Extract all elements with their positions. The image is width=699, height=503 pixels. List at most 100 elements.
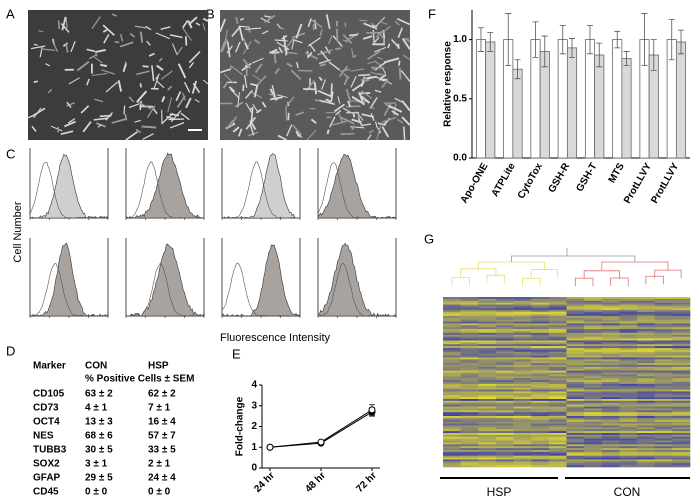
heatmap-cell [672, 308, 691, 311]
heatmap-cell [495, 448, 514, 451]
heatmap-cell [566, 400, 585, 404]
cell [141, 125, 157, 129]
heatmap-cell [495, 412, 514, 415]
heatmap-cell [495, 465, 514, 468]
heatmap-cell [566, 334, 585, 337]
heatmap-cell [548, 312, 567, 315]
heatmap-cell [584, 385, 603, 388]
cell [328, 35, 333, 45]
heatmap-cell [443, 448, 461, 451]
heatmap-cell [495, 457, 514, 460]
cell [281, 34, 288, 40]
heatmap-cell [531, 334, 550, 337]
heatmap-cell [637, 340, 656, 343]
heatmap-cell [672, 351, 691, 354]
heatmap-cell [637, 463, 656, 466]
heatmap-cell [637, 465, 656, 468]
heatmap-cell [478, 431, 497, 434]
heatmap-cell [601, 361, 620, 364]
heatmap-cell [460, 382, 479, 385]
cell [260, 17, 270, 24]
dendrogram [530, 269, 559, 278]
y-tick-label: 3 [251, 400, 257, 411]
cell [285, 105, 288, 121]
heatmap-cell [619, 393, 638, 396]
heatmap-cell [531, 431, 550, 434]
heatmap-cell [548, 351, 567, 354]
y-tick-label: 4 [251, 380, 257, 391]
heatmap-cell [654, 300, 673, 303]
heatmap-cell [654, 416, 673, 419]
heatmap-cell [601, 463, 620, 466]
heatmap-cell [478, 446, 497, 449]
heatmap-cell [654, 434, 673, 438]
heatmap-cell [637, 306, 656, 309]
cell [253, 38, 261, 45]
heatmap-cell [654, 412, 673, 415]
cell [142, 133, 154, 140]
heatmap-cell [619, 448, 638, 451]
table-cell: 33 ± 5 [148, 445, 176, 456]
panel-label: E [232, 346, 241, 361]
flow-x-label: Fluorescence Intensity [220, 332, 331, 344]
heatmap-cell [478, 380, 497, 383]
heatmap-cell [460, 353, 479, 356]
heatmap-cell [460, 376, 479, 379]
heatmap-cell [513, 331, 532, 334]
heatmap-cell [672, 359, 691, 362]
heatmap-cell [443, 382, 461, 385]
heatmap-cell [601, 368, 620, 371]
heatmap-cell [460, 412, 479, 415]
cell [342, 107, 352, 114]
heatmap-cell [566, 397, 585, 400]
heatmap-cell [443, 453, 461, 456]
heatmap-cell [548, 425, 567, 428]
heatmap-cell [619, 376, 638, 379]
cell [124, 113, 128, 121]
cell [119, 33, 124, 42]
cell [92, 55, 103, 64]
heatmap-cell [566, 315, 585, 319]
cell [274, 67, 280, 75]
bar [612, 39, 623, 159]
heatmap-cell [672, 399, 691, 402]
cell [95, 49, 106, 53]
heatmap-cell [478, 355, 497, 358]
heatmap-cell [478, 304, 497, 307]
heatmap-cell [654, 370, 673, 373]
cell [401, 116, 411, 126]
heatmap-cell [619, 331, 638, 334]
heatmap-cell [601, 451, 620, 455]
heatmap-cell [495, 425, 514, 428]
heatmap-cell [513, 349, 532, 353]
heatmap-cell [495, 374, 514, 377]
heatmap-cell [566, 412, 585, 415]
heatmap-cell [531, 455, 550, 458]
heatmap-cell [495, 421, 514, 424]
bar [539, 51, 550, 159]
heatmap-cell [601, 436, 620, 439]
cell [226, 119, 234, 129]
heatmap-cell [601, 304, 620, 307]
heatmap-cell [619, 378, 638, 381]
heatmap-cell [619, 436, 638, 439]
heatmap-cell [478, 363, 497, 366]
heatmap-cell [531, 412, 550, 415]
heatmap-cell [548, 410, 567, 413]
heatmap-cell [495, 300, 514, 303]
cell [177, 63, 187, 79]
heatmap-cell [460, 383, 479, 387]
heatmap-cell [584, 361, 603, 364]
cell [261, 101, 267, 108]
heatmap-cell [443, 378, 461, 381]
heatmap-cell [584, 436, 603, 439]
cell [278, 46, 284, 54]
heatmap-cell [531, 378, 550, 381]
heatmap-cell [584, 444, 603, 447]
heatmap-cell [654, 404, 673, 407]
heatmap-cell [672, 370, 691, 373]
heatmap-cell [513, 315, 532, 319]
heatmap-cell [672, 434, 691, 438]
heatmap-cell [601, 357, 620, 360]
heatmap-cell [478, 374, 497, 377]
